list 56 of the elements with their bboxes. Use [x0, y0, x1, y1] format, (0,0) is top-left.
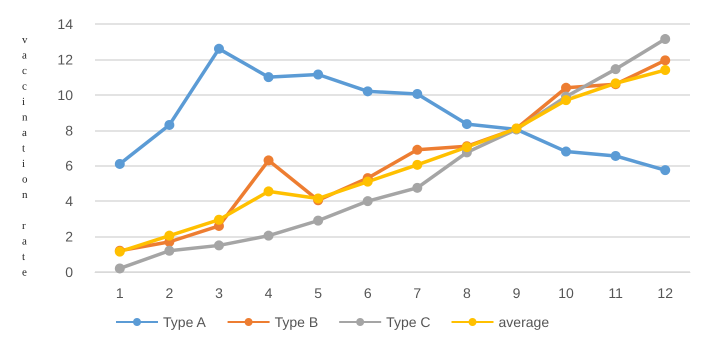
point: [264, 72, 274, 82]
x-tick-label: 4: [264, 285, 273, 301]
point: [214, 44, 224, 54]
point: [660, 34, 670, 44]
point: [412, 88, 422, 99]
y-tick-label: 4: [65, 193, 74, 210]
y-tick-label: 10: [57, 86, 74, 103]
legend-label: Type C: [386, 314, 431, 330]
point: [660, 65, 670, 76]
point: [264, 186, 274, 196]
point: [561, 95, 572, 106]
x-tick-label: 2: [165, 285, 174, 301]
point: [164, 230, 174, 241]
point: [164, 120, 174, 130]
point: [214, 240, 224, 250]
point: [264, 155, 274, 166]
x-tick-label: 10: [558, 285, 574, 301]
point: [561, 82, 572, 93]
x-tick-label: 5: [314, 285, 322, 301]
x-tick-label: 11: [608, 285, 624, 301]
point: [412, 182, 422, 193]
x-tick-label: 3: [215, 285, 224, 301]
point: [412, 144, 422, 155]
point: [214, 214, 224, 225]
y-tick-label: 14: [57, 16, 74, 32]
point: [462, 119, 472, 130]
legend-label: Type A: [163, 314, 206, 330]
point: [362, 196, 373, 206]
point: [114, 263, 125, 274]
point: [412, 160, 422, 170]
point: [362, 86, 373, 96]
legend-label: average: [498, 314, 550, 330]
point: [610, 64, 621, 74]
point: [313, 69, 324, 80]
point: [660, 165, 670, 176]
y-tick-label: 6: [65, 158, 74, 174]
x-tick-label: 7: [413, 285, 422, 301]
y-tick-label: 0: [65, 264, 74, 280]
point: [313, 216, 324, 226]
y-tick-label: 12: [57, 51, 74, 68]
x-tick-label: 1: [116, 285, 124, 301]
legend-label: Type B: [274, 314, 318, 330]
x-tick-label: 9: [512, 285, 521, 301]
x-tick-label: 12: [657, 285, 674, 301]
point: [114, 158, 125, 169]
y-tick-label: 2: [65, 228, 74, 245]
x-tick-label: 6: [364, 285, 372, 301]
y-tick-label: 8: [65, 122, 74, 138]
point: [362, 176, 373, 187]
point: [561, 146, 572, 157]
point: [264, 230, 274, 241]
point: [610, 150, 621, 161]
x-tick-label: 8: [462, 285, 471, 301]
point: [660, 55, 670, 66]
point: [164, 246, 174, 256]
text: vaccination rate: [22, 34, 28, 278]
